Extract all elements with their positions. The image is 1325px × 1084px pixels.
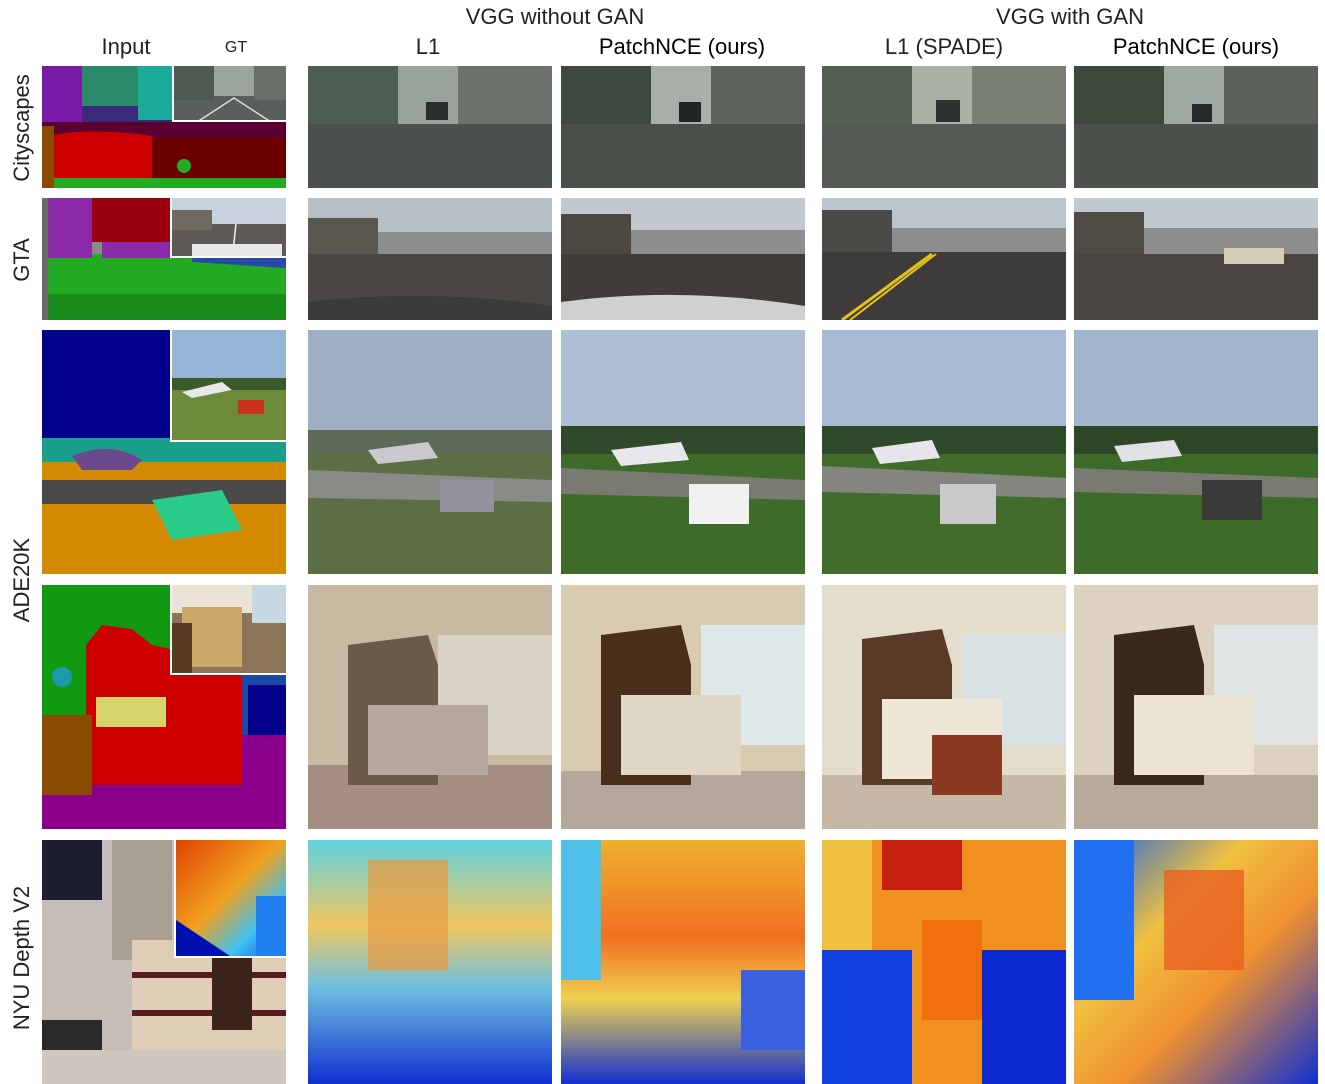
gta-patchnce-without-gan (561, 198, 805, 320)
ade20k-airplane-gt-inset (170, 330, 286, 442)
col-title-l1-spade: L1 (SPADE) (884, 34, 1004, 59)
gta-l1-without-gan (308, 198, 552, 320)
gta-gt-inset (170, 198, 286, 258)
ade20k-airplane-l1-spade-with-gan (822, 330, 1066, 574)
ade20k-airplane-patchnce-with-gan (1074, 330, 1318, 574)
col-title-gt: GT (224, 39, 248, 56)
ade20k-bedroom-gt-inset (170, 585, 286, 675)
group-title-with-gan: VGG with GAN (996, 4, 1144, 29)
col-title-input: Input (101, 34, 151, 59)
group-title-without-gan: VGG without GAN (465, 4, 645, 29)
ade20k-bedroom-input-segmap (42, 585, 286, 829)
cityscapes-l1-without-gan (308, 66, 552, 188)
nyu-gt-inset (174, 840, 286, 958)
cityscapes-patchnce-with-gan (1074, 66, 1318, 188)
nyu-l1-spade-with-gan (822, 840, 1066, 1084)
row-label-ade20k: ADE20K (9, 537, 34, 623)
ade20k-bedroom-patchnce-with-gan (1074, 585, 1318, 829)
ade20k-bedroom-patchnce-without-gan (561, 585, 805, 829)
gta-l1-spade-with-gan (822, 198, 1066, 320)
row-label-gta: GTA (9, 238, 34, 282)
ade20k-airplane-input-segmap (42, 330, 286, 574)
nyu-patchnce-with-gan (1074, 840, 1318, 1084)
ade20k-bedroom-l1-without-gan (308, 585, 552, 829)
ade20k-bedroom-l1-spade-with-gan (822, 585, 1066, 829)
ade20k-airplane-patchnce-without-gan (561, 330, 805, 574)
row-label-nyu: NYU Depth V2 (9, 885, 34, 1031)
cityscapes-input-segmap (42, 66, 286, 188)
cityscapes-gt-inset (172, 66, 286, 122)
row-label-cityscapes: Cityscapes (9, 74, 34, 182)
cityscapes-l1-spade-with-gan (822, 66, 1066, 188)
nyu-l1-without-gan (308, 840, 552, 1084)
nyu-patchnce-without-gan (561, 840, 805, 1084)
gta-patchnce-with-gan (1074, 198, 1318, 320)
col-title-patchnce-without-gan: PatchNCE (ours) (598, 34, 766, 59)
col-title-patchnce-with-gan: PatchNCE (ours) (1112, 34, 1280, 59)
nyu-input-rgb (42, 840, 286, 1084)
ade20k-airplane-l1-without-gan (308, 330, 552, 574)
col-title-l1: L1 (415, 34, 441, 59)
cityscapes-patchnce-without-gan (561, 66, 805, 188)
gta-input-segmap (42, 198, 286, 320)
